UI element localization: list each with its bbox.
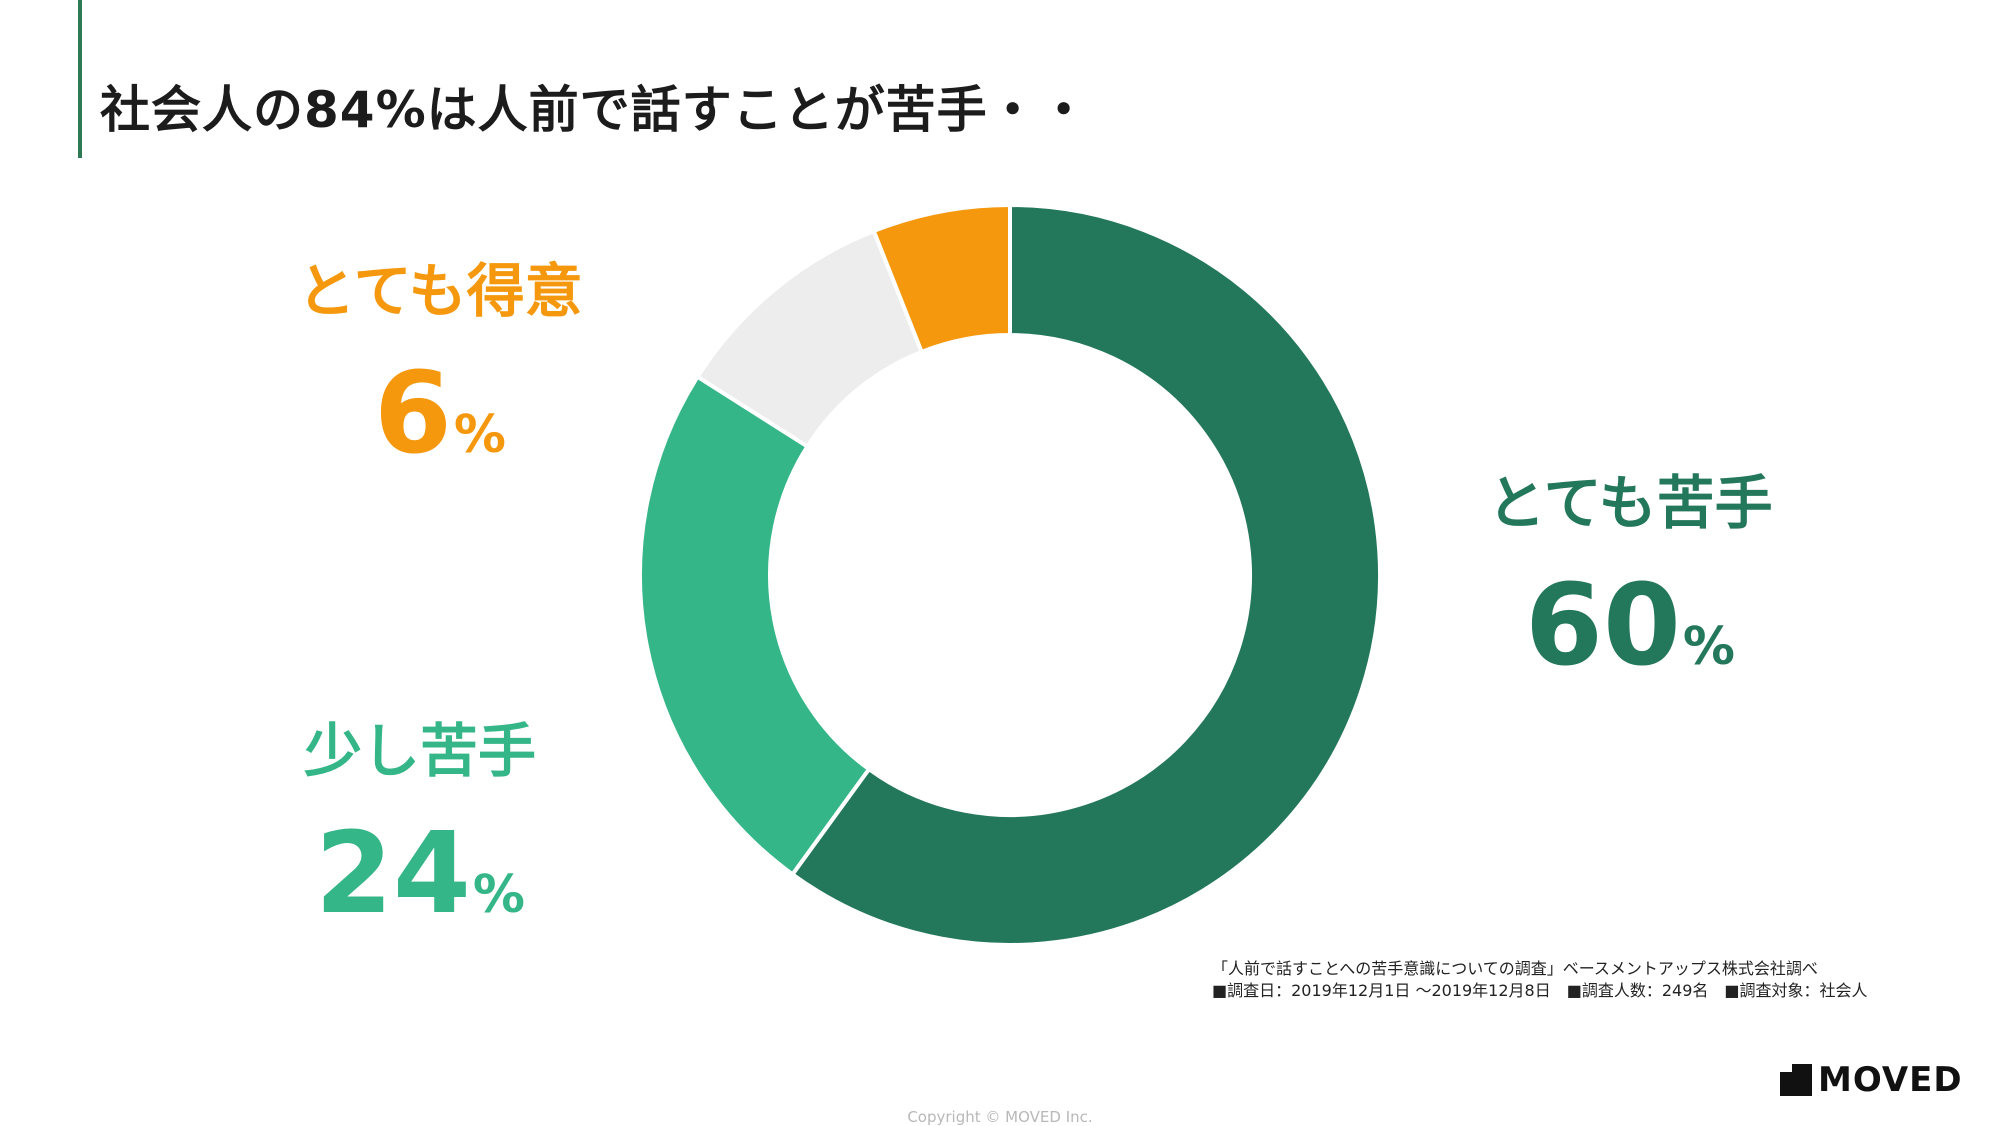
title-accent-bar (78, 0, 82, 158)
label-very-weak-name: とても苦手 (1487, 469, 1773, 537)
label-very-good-unit: % (453, 405, 507, 465)
logo-mark-icon (1780, 1064, 1812, 1096)
donut-chart (638, 202, 1382, 947)
label-very-good: とても得意 6% (290, 262, 590, 470)
survey-source-line1: 「人前で話すことへの苦手意識についての調査」ベースメントアップス株式会社調べ (1212, 959, 1818, 978)
label-very-weak-unit: % (1682, 617, 1735, 677)
label-very-good-value: 6 (373, 349, 452, 479)
survey-source: 「人前で話すことへの苦手意識についての調査」ベースメントアップス株式会社調べ ■… (1212, 958, 1868, 1002)
page-title: 社会人の84%は人前で話すことが苦手・・ (100, 81, 1090, 139)
label-somewhat-weak-value: 24 (315, 809, 471, 939)
donut-slice-1 (638, 373, 872, 878)
label-somewhat-weak-name: 少し苦手 (303, 717, 536, 785)
label-somewhat-weak: 少し苦手 24% (270, 722, 570, 930)
logo-text: MOVED (1818, 1060, 1963, 1100)
donut-slice-0 (789, 202, 1382, 947)
moved-logo: MOVED (1780, 1060, 1963, 1100)
survey-source-line2: ■調査日：2019年12月1日 ～2019年12月8日 ■調査人数：249名 ■… (1212, 981, 1868, 1000)
donut-slice-3 (871, 202, 1012, 355)
label-very-weak-value: 60 (1525, 561, 1681, 691)
label-somewhat-weak-unit: % (472, 865, 525, 925)
label-very-good-name: とても得意 (297, 257, 583, 325)
copyright: Copyright © MOVED Inc. (907, 1108, 1093, 1126)
label-very-weak: とても苦手 60% (1460, 474, 1800, 682)
